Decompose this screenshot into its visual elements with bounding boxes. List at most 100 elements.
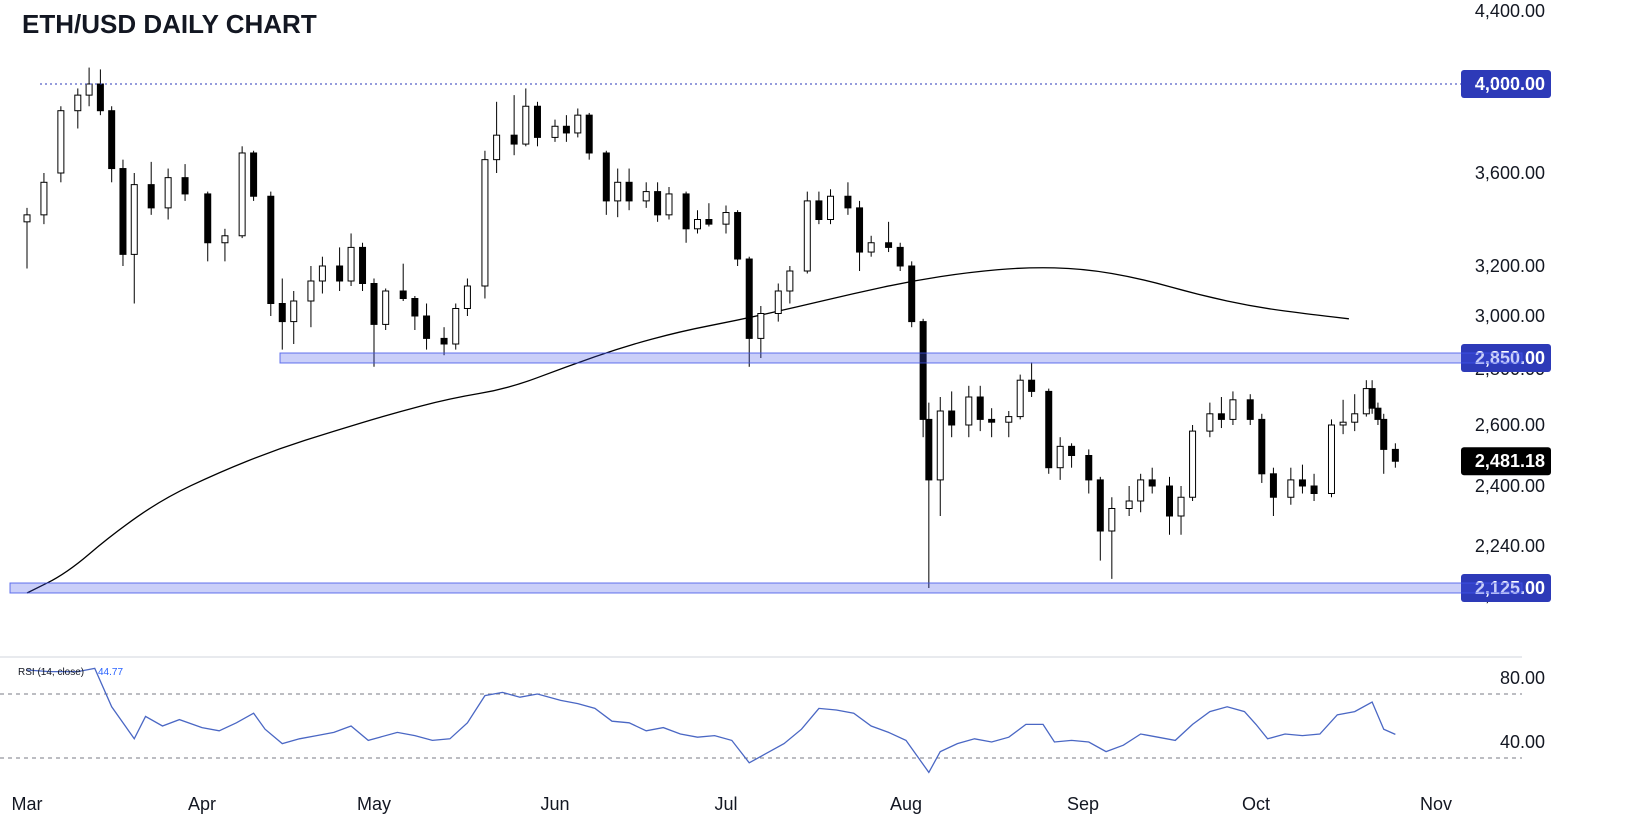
candle — [551, 119, 559, 142]
rsi-tick-label: 40.00 — [1500, 732, 1545, 752]
time-tick-label: Nov — [1420, 794, 1452, 814]
rsi-legend-name: RSI (14, close) — [18, 667, 84, 678]
candle — [908, 261, 916, 328]
candle-body-down — [119, 168, 127, 255]
candle-body-up — [1339, 421, 1347, 426]
last-price-badge-bg — [1461, 447, 1551, 476]
candle — [1189, 425, 1197, 501]
candle-body-up — [1137, 479, 1145, 502]
price-tick-label: 2,400.00 — [1475, 476, 1545, 496]
candle-body-down — [585, 114, 593, 154]
candle-body-down — [602, 152, 610, 202]
candle-body-up — [130, 184, 138, 255]
candle — [803, 191, 811, 274]
chart-title: ETH/USD DAILY CHART — [22, 9, 317, 39]
price-tick-label: 3,000.00 — [1475, 306, 1545, 326]
candle-body-up — [642, 191, 650, 202]
candle — [147, 161, 155, 215]
candle — [919, 318, 927, 438]
candle — [936, 397, 944, 516]
candle — [1137, 473, 1145, 513]
candle — [1391, 443, 1399, 468]
candle — [682, 191, 690, 243]
candle-body-down — [510, 134, 518, 145]
candle-body-up — [238, 152, 246, 237]
candle — [463, 278, 471, 316]
candle — [1287, 467, 1295, 505]
candle-body-down — [1166, 485, 1173, 517]
candle — [1229, 391, 1237, 425]
candle — [722, 205, 730, 234]
candle — [164, 168, 172, 220]
candle-body-down — [411, 298, 419, 317]
last-price-badge-text: 2,481.18 — [1475, 451, 1545, 471]
candle — [844, 182, 852, 215]
candle — [130, 173, 138, 304]
candle-body-up — [786, 270, 794, 292]
price-tick-label: 3,600.00 — [1475, 163, 1545, 183]
candle-body-down — [919, 321, 927, 420]
candle-body-up — [74, 94, 82, 112]
candle-body-down — [654, 191, 662, 216]
time-tick-label: Oct — [1242, 794, 1270, 814]
candle — [481, 150, 489, 299]
candle — [965, 385, 973, 438]
candle-body-down — [1298, 479, 1306, 487]
candle-body-down — [1068, 445, 1076, 457]
candle-body-up — [1125, 500, 1133, 509]
candle-body-up — [1362, 388, 1370, 415]
candle-body-up — [965, 396, 973, 426]
candle-body-down — [844, 195, 852, 209]
candle — [267, 191, 275, 316]
price-panel[interactable] — [23, 67, 1399, 594]
candle — [57, 106, 65, 183]
candle — [238, 146, 246, 239]
candle — [370, 278, 378, 367]
candle-body-up — [1056, 445, 1064, 469]
candle-body-up — [757, 313, 765, 339]
candle-body-up — [867, 242, 875, 253]
candle — [1045, 388, 1053, 474]
candle-body-down — [1380, 418, 1388, 450]
candle — [510, 95, 518, 156]
candle-body-up — [1351, 413, 1359, 423]
candle-body-up — [551, 125, 559, 138]
candle — [1206, 402, 1214, 438]
candle-body-down — [1217, 413, 1225, 420]
candle — [585, 112, 593, 160]
candle-body-up — [1206, 413, 1214, 432]
candle-body-up — [774, 290, 782, 314]
candle — [786, 266, 794, 304]
candle-body-up — [382, 290, 390, 325]
rsi-panel[interactable] — [0, 667, 1522, 774]
candle — [614, 168, 622, 218]
candle-body-up — [694, 219, 701, 230]
candle-body-down — [1310, 485, 1318, 494]
level-badge-4000-text: 4,000.00 — [1475, 74, 1545, 94]
candle-body-down — [96, 83, 104, 112]
candle — [774, 283, 782, 322]
candle — [1166, 476, 1173, 535]
candle — [278, 278, 286, 350]
candle — [347, 233, 355, 286]
candle-body-down — [204, 193, 212, 244]
candle-body-up — [57, 110, 65, 174]
candle-body-up — [803, 200, 811, 272]
candle-body-down — [1148, 479, 1156, 487]
candle-body-down — [1374, 407, 1382, 420]
candle — [856, 200, 864, 271]
candle — [23, 207, 31, 269]
candle — [74, 88, 82, 129]
candle — [625, 168, 633, 211]
candle-body-down — [399, 290, 407, 299]
rsi-legend-value: 44.77 — [98, 667, 123, 678]
candle-body-up — [936, 410, 944, 481]
candle — [734, 210, 742, 266]
candle — [108, 106, 116, 183]
level-zone-2850 — [279, 352, 1523, 364]
candle — [757, 306, 765, 358]
candle — [1246, 394, 1254, 425]
candle-body-up — [221, 235, 229, 244]
candle-body-down — [1391, 448, 1399, 462]
level-badge-2850-bg — [1461, 344, 1551, 372]
